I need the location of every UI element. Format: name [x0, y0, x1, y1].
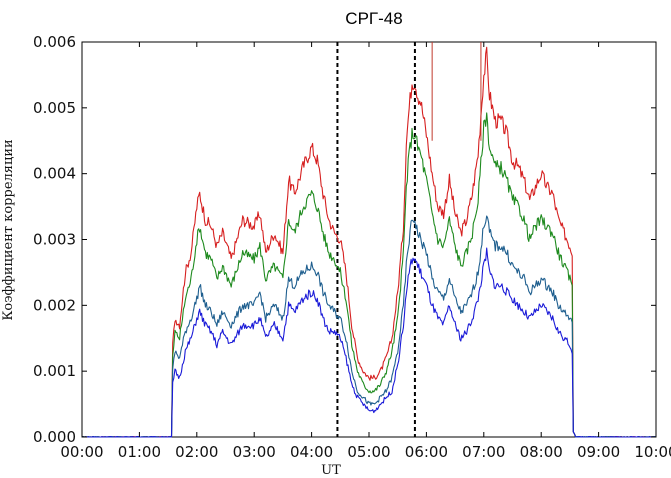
series-layer: [81, 42, 657, 438]
x-tick-label: 09:00: [577, 443, 620, 461]
ticks-layer: 00:00 01:00 02:00 03:00 04:00 05:00 06:00 07:00…: [33, 33, 671, 461]
x-tick-label: 03:00: [233, 443, 276, 461]
y-tick-label: 0.001: [33, 362, 76, 380]
y-tick-label: 0.005: [33, 99, 76, 117]
x-tick-label: 02:00: [175, 443, 218, 461]
x-tick-label: 00:00: [60, 443, 103, 461]
chart-title: СРГ-48: [345, 9, 402, 28]
series-line-1: [82, 46, 656, 438]
x-tick-label: 08:00: [520, 443, 563, 461]
x-tick-label: 07:00: [462, 443, 505, 461]
series-line-2: [81, 112, 657, 438]
x-tick-label: 04:00: [290, 443, 333, 461]
x-tick-label: 10:00: [634, 443, 671, 461]
x-axis-label: UT: [321, 463, 341, 478]
vertical-markers: [336, 42, 416, 437]
series-line-4: [81, 247, 656, 438]
y-tick-label: 0.003: [33, 231, 76, 249]
y-tick-label: 0.006: [33, 33, 76, 51]
y-tick-label: 0.000: [33, 428, 76, 446]
x-tick-label: 06:00: [405, 443, 448, 461]
x-tick-label: 01:00: [118, 443, 161, 461]
series-line-3: [81, 215, 657, 438]
y-tick-label: 0.002: [33, 296, 76, 314]
y-tick-label: 0.004: [33, 165, 76, 183]
x-tick-label: 05:00: [347, 443, 390, 461]
y-axis-label: Коэффициент корреляции: [1, 139, 16, 320]
